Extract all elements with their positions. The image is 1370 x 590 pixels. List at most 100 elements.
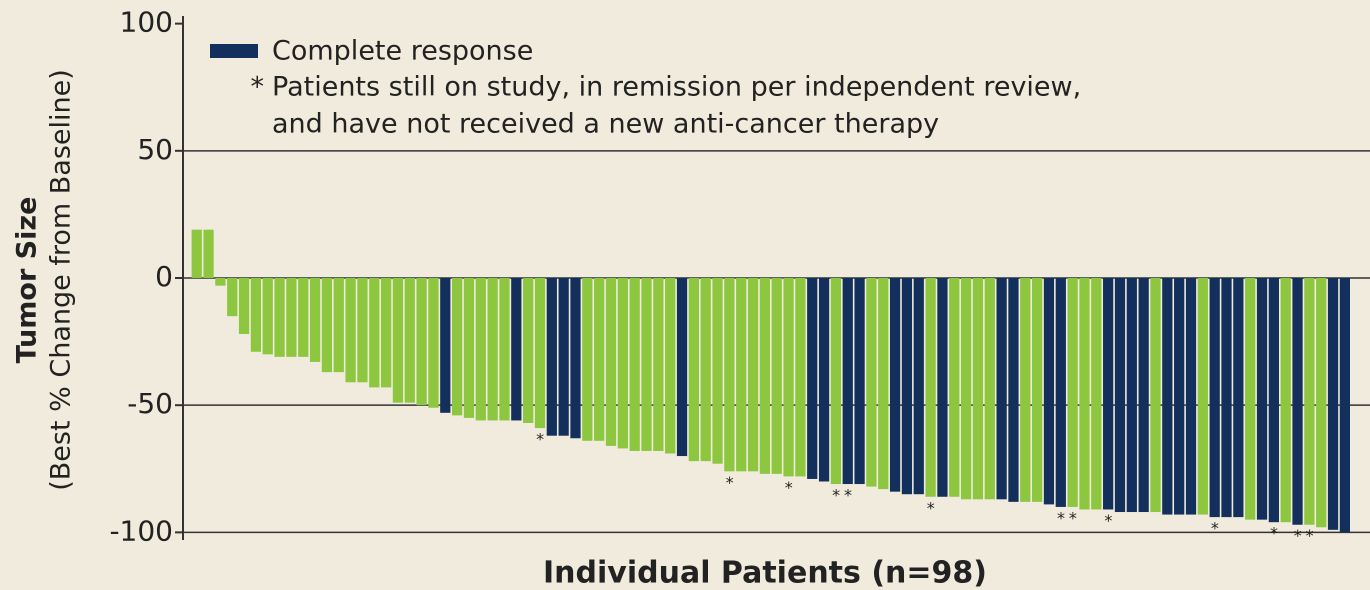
bar bbox=[203, 229, 214, 278]
bar bbox=[345, 278, 356, 383]
y-tick-label: -50 bbox=[127, 387, 173, 420]
bar bbox=[1221, 278, 1232, 518]
bar bbox=[1209, 278, 1220, 518]
y-axis-sublabel: (Best % Change from Baseline) bbox=[46, 69, 77, 491]
on-study-marker: * bbox=[1270, 524, 1278, 543]
legend-note-symbol: * bbox=[251, 72, 265, 103]
bar bbox=[1067, 278, 1078, 507]
bar bbox=[783, 278, 794, 477]
bar bbox=[807, 278, 818, 479]
bar bbox=[913, 278, 924, 495]
bar bbox=[286, 278, 297, 357]
bar bbox=[309, 278, 321, 362]
bar bbox=[1316, 278, 1327, 528]
on-study-marker: * bbox=[927, 498, 935, 517]
bar bbox=[925, 278, 936, 497]
bar bbox=[594, 278, 605, 441]
bar bbox=[1126, 278, 1137, 513]
bar bbox=[404, 278, 415, 403]
bar bbox=[1292, 278, 1303, 525]
bar bbox=[1114, 278, 1126, 513]
bar bbox=[191, 229, 202, 278]
bar bbox=[499, 278, 510, 421]
bar bbox=[357, 278, 368, 383]
bar bbox=[605, 278, 617, 446]
bar bbox=[392, 278, 404, 403]
bar bbox=[759, 278, 770, 474]
bar bbox=[463, 278, 475, 418]
bar bbox=[724, 278, 735, 472]
bar bbox=[369, 278, 380, 388]
bar bbox=[523, 278, 534, 423]
bar bbox=[475, 278, 486, 421]
bar bbox=[1162, 278, 1173, 515]
on-study-marker: * bbox=[1211, 519, 1219, 538]
bar bbox=[665, 278, 676, 454]
bar bbox=[1008, 278, 1019, 502]
bar bbox=[487, 278, 498, 421]
on-study-marker: * bbox=[1057, 508, 1065, 527]
y-tick-label: -100 bbox=[109, 514, 173, 547]
on-study-marker: * bbox=[1294, 526, 1302, 545]
bar bbox=[333, 278, 344, 373]
bar bbox=[1032, 278, 1043, 502]
bar bbox=[1079, 278, 1090, 510]
bar bbox=[262, 278, 273, 355]
bar bbox=[878, 278, 889, 490]
bar bbox=[818, 278, 830, 482]
bar bbox=[736, 278, 747, 472]
bar bbox=[688, 278, 699, 462]
bar bbox=[854, 278, 865, 485]
bar bbox=[1245, 278, 1256, 520]
bar bbox=[889, 278, 901, 492]
bar bbox=[747, 278, 759, 472]
on-study-marker: * bbox=[1306, 526, 1314, 545]
on-study-marker: * bbox=[536, 430, 544, 449]
bar bbox=[901, 278, 913, 495]
bar bbox=[534, 278, 546, 429]
bar bbox=[653, 278, 664, 451]
legend-note: and have not received a new anti-cancer … bbox=[272, 109, 939, 140]
bar bbox=[1043, 278, 1055, 505]
bar bbox=[321, 278, 333, 373]
bar bbox=[511, 278, 522, 421]
bar bbox=[641, 278, 652, 451]
bar bbox=[1055, 278, 1066, 507]
on-study-marker: * bbox=[844, 486, 852, 505]
bar bbox=[274, 278, 285, 357]
bar bbox=[1091, 278, 1102, 510]
bar bbox=[298, 278, 309, 357]
bar bbox=[842, 278, 853, 485]
bar bbox=[558, 278, 569, 436]
bar bbox=[546, 278, 557, 436]
bar bbox=[795, 278, 806, 477]
bar bbox=[570, 278, 581, 439]
bar bbox=[972, 278, 984, 500]
bar bbox=[984, 278, 995, 500]
bar bbox=[452, 278, 463, 416]
bar bbox=[582, 278, 593, 441]
bar bbox=[380, 278, 392, 388]
bar bbox=[1339, 278, 1350, 533]
bar bbox=[700, 278, 711, 462]
bar bbox=[250, 278, 262, 352]
bar bbox=[428, 278, 439, 408]
y-tick-label: 0 bbox=[155, 260, 173, 293]
legend-note: Patients still on study, in remission pe… bbox=[272, 72, 1081, 103]
bar bbox=[676, 278, 688, 457]
on-study-marker: * bbox=[1104, 511, 1112, 530]
bar bbox=[1138, 278, 1149, 513]
bar bbox=[1150, 278, 1161, 513]
y-tick-label: 50 bbox=[137, 133, 173, 166]
bar bbox=[771, 278, 782, 474]
y-axis-label: Tumor Size bbox=[12, 197, 43, 364]
bar bbox=[712, 278, 723, 464]
on-study-marker: * bbox=[785, 478, 793, 497]
bar bbox=[238, 278, 250, 334]
bar bbox=[629, 278, 640, 451]
on-study-marker: * bbox=[832, 486, 840, 505]
bar bbox=[440, 278, 451, 413]
bar bbox=[416, 278, 427, 406]
